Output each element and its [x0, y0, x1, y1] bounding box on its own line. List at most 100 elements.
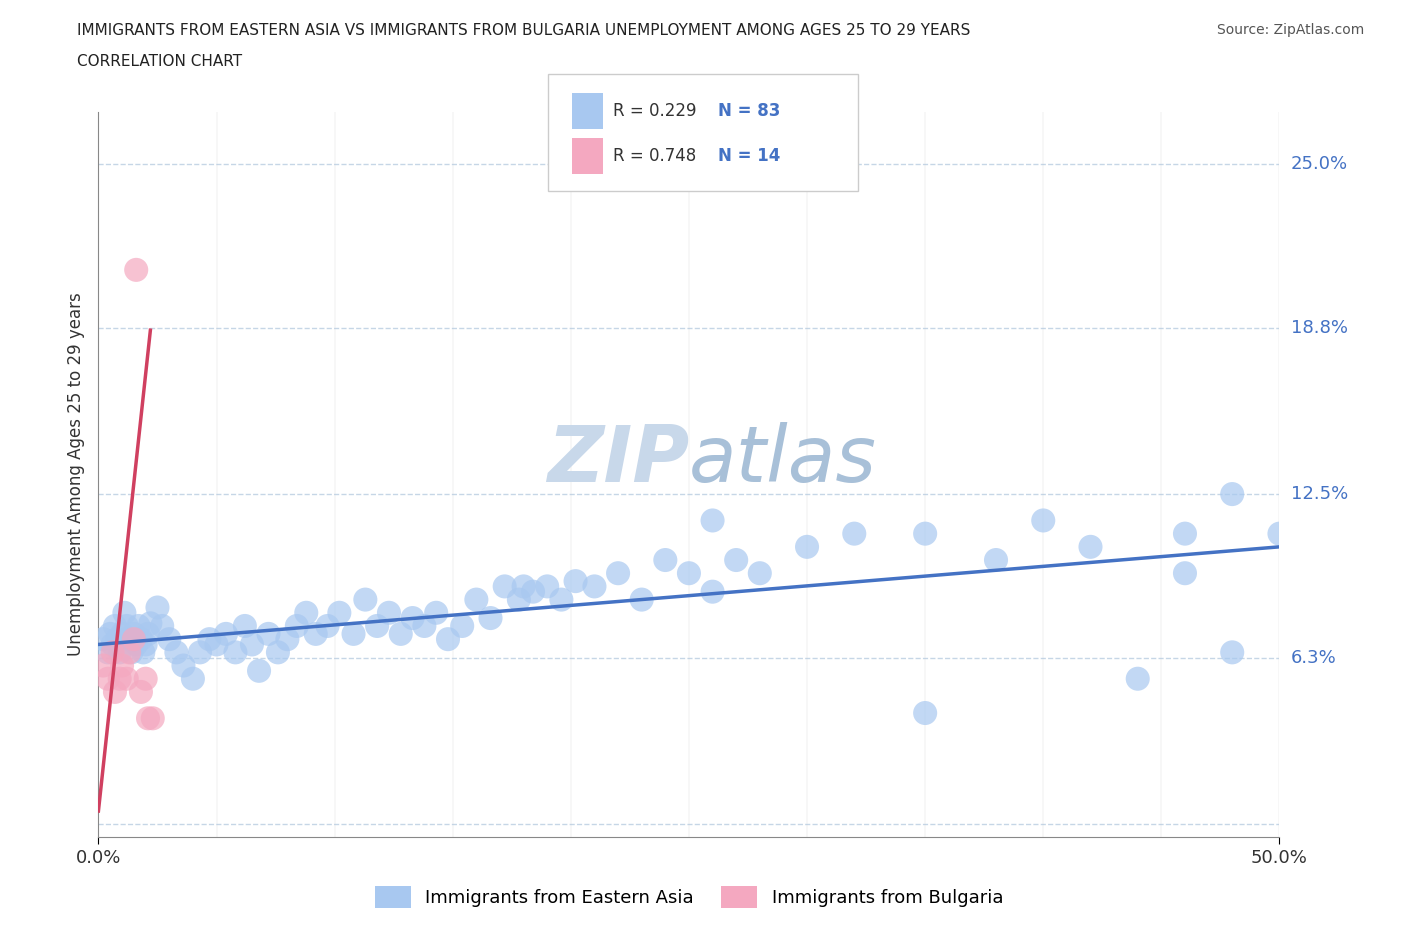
Point: [101, 637, 124, 652]
Point: [725, 552, 748, 567]
Point: [121, 644, 143, 659]
Point: [678, 565, 700, 580]
Point: [844, 526, 866, 541]
Point: [607, 565, 630, 580]
Point: [1220, 644, 1243, 659]
Point: [702, 513, 724, 528]
Point: [1174, 526, 1197, 541]
Point: [215, 627, 238, 642]
Point: [550, 592, 572, 607]
Point: [150, 618, 173, 633]
Point: [276, 631, 298, 646]
Point: [104, 684, 127, 699]
Point: [205, 637, 228, 652]
Text: 18.8%: 18.8%: [1291, 319, 1347, 337]
Point: [118, 631, 141, 646]
Point: [984, 552, 1007, 567]
Point: [125, 262, 148, 277]
Point: [111, 627, 134, 642]
Point: [437, 631, 460, 646]
Point: [111, 658, 134, 673]
Text: 6.3%: 6.3%: [1291, 648, 1336, 667]
Point: [247, 663, 270, 678]
Point: [115, 671, 138, 686]
Text: IMMIGRANTS FROM EASTERN ASIA VS IMMIGRANTS FROM BULGARIA UNEMPLOYMENT AMONG AGES: IMMIGRANTS FROM EASTERN ASIA VS IMMIGRAN…: [77, 23, 970, 38]
Text: 25.0%: 25.0%: [1291, 155, 1348, 173]
Point: [108, 671, 131, 686]
Point: [465, 592, 488, 607]
Point: [564, 574, 586, 589]
Point: [1080, 539, 1102, 554]
Point: [97, 671, 120, 686]
Point: [267, 644, 290, 659]
Point: [305, 627, 328, 642]
Point: [342, 627, 364, 642]
Point: [142, 711, 165, 725]
Legend: Immigrants from Eastern Asia, Immigrants from Bulgaria: Immigrants from Eastern Asia, Immigrants…: [367, 879, 1011, 915]
Point: [165, 644, 187, 659]
Point: [630, 592, 652, 607]
Point: [105, 631, 128, 646]
Point: [115, 618, 138, 633]
Point: [135, 671, 157, 686]
Point: [702, 584, 724, 599]
Point: [425, 605, 447, 620]
Point: [240, 637, 263, 652]
Text: ZIP: ZIP: [547, 422, 689, 498]
Point: [796, 539, 818, 554]
Point: [451, 618, 474, 633]
Point: [494, 579, 516, 594]
Point: [316, 618, 339, 633]
Point: [188, 644, 211, 659]
Text: N = 83: N = 83: [718, 102, 780, 120]
Point: [328, 605, 350, 620]
Point: [128, 618, 150, 633]
Point: [508, 592, 530, 607]
Point: [654, 552, 676, 567]
Text: N = 14: N = 14: [718, 147, 780, 165]
Point: [378, 605, 401, 620]
Point: [97, 644, 120, 659]
Point: [401, 611, 423, 626]
Text: atlas: atlas: [689, 422, 877, 498]
Point: [136, 711, 159, 725]
Point: [413, 618, 436, 633]
Point: [136, 627, 159, 642]
Point: [295, 605, 318, 620]
Point: [112, 605, 135, 620]
Point: [139, 616, 162, 631]
Point: [285, 618, 308, 633]
Point: [118, 644, 141, 659]
Point: [122, 627, 145, 642]
Text: Source: ZipAtlas.com: Source: ZipAtlas.com: [1216, 23, 1364, 37]
Text: R = 0.748: R = 0.748: [613, 147, 696, 165]
Point: [257, 627, 280, 642]
Point: [101, 644, 124, 659]
Point: [157, 631, 180, 646]
Point: [914, 706, 936, 721]
Point: [1126, 671, 1149, 686]
Point: [108, 644, 131, 659]
Point: [1220, 486, 1243, 501]
Point: [122, 631, 145, 646]
Point: [522, 584, 544, 599]
Point: [1032, 513, 1054, 528]
Point: [198, 631, 221, 646]
Point: [354, 592, 377, 607]
Point: [748, 565, 770, 580]
Point: [129, 631, 152, 646]
Point: [135, 637, 157, 652]
Point: [125, 637, 148, 652]
Point: [129, 684, 152, 699]
Point: [104, 618, 127, 633]
Point: [536, 579, 558, 594]
Point: [1268, 526, 1291, 541]
Point: [91, 658, 114, 673]
Point: [479, 611, 502, 626]
Point: [512, 579, 534, 594]
Text: 12.5%: 12.5%: [1291, 485, 1348, 503]
Point: [366, 618, 388, 633]
Point: [132, 644, 155, 659]
Point: [172, 658, 194, 673]
Point: [98, 627, 121, 642]
